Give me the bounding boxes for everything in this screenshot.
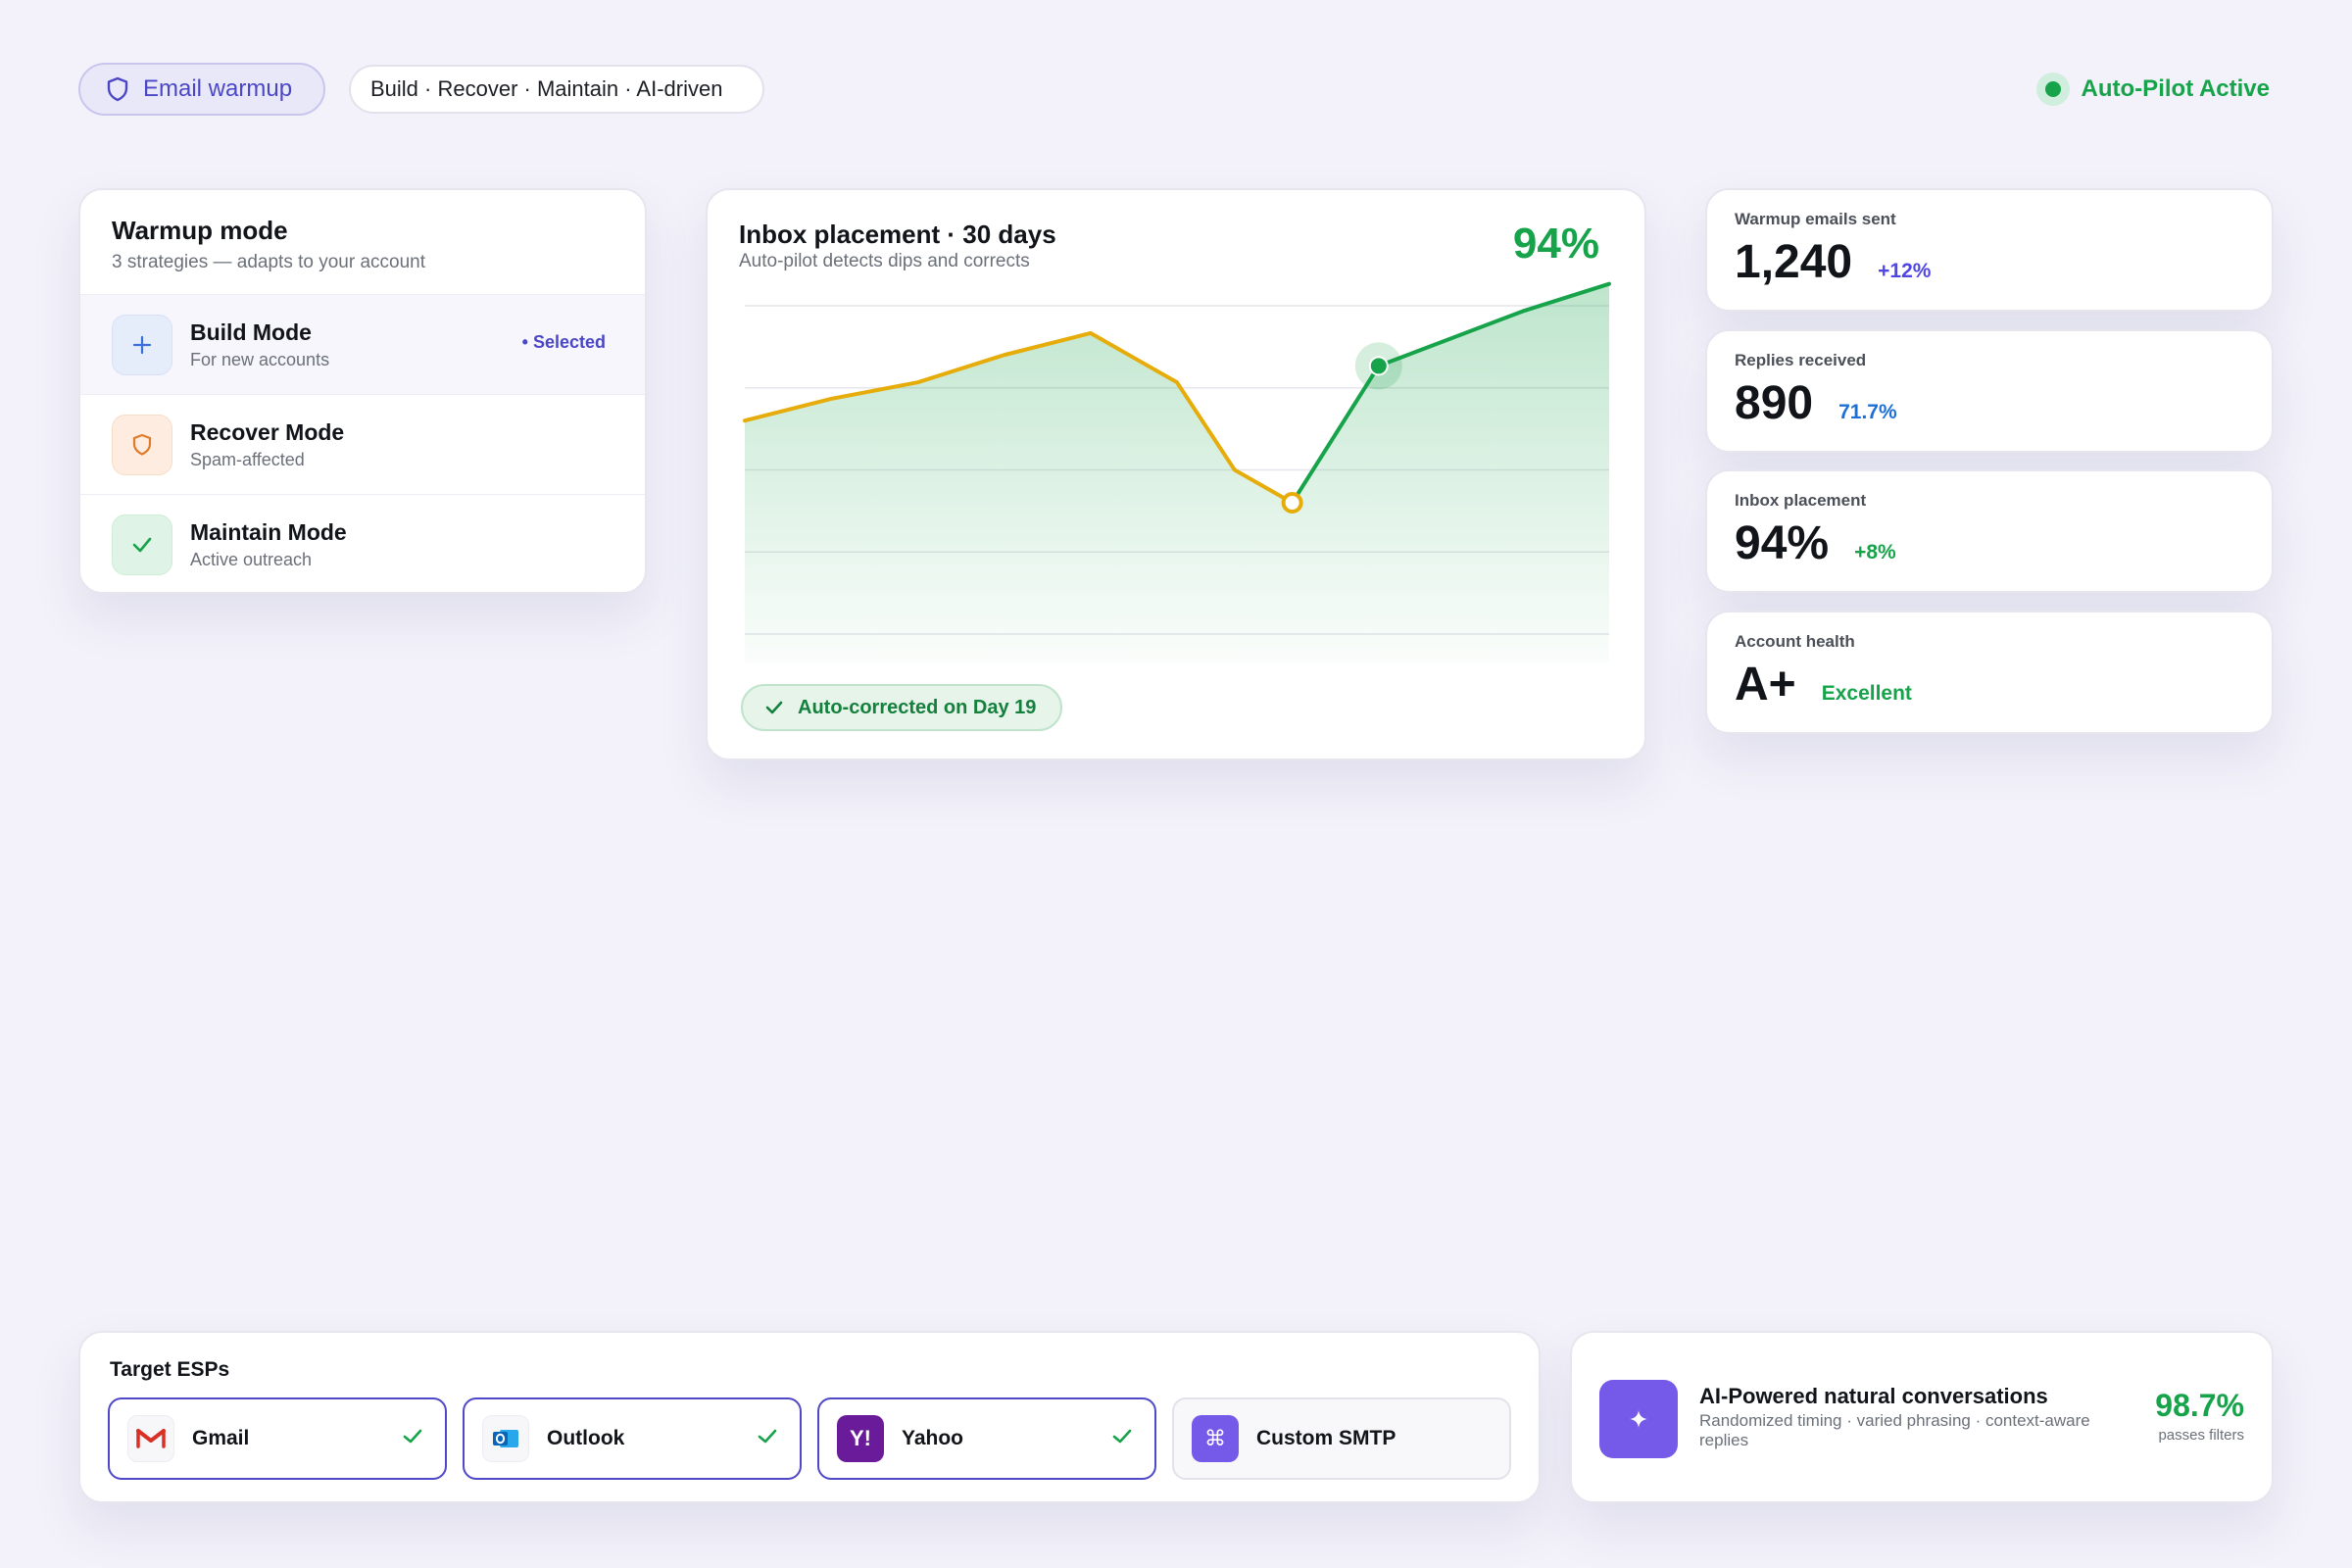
autopilot-status: Auto-Pilot Active	[2035, 73, 2270, 106]
chart-series-line-2	[1290, 281, 1611, 505]
gmail-icon	[127, 1415, 174, 1462]
warmup-mode-card: Warmup mode 3 strategies — adapts to you…	[78, 188, 647, 594]
autopilot-label: Auto-Pilot Active	[2081, 75, 2270, 102]
target-esps-card: Target ESPs Gmail Outlook Y! Yahoo ⌘ Cus…	[78, 1331, 1541, 1503]
status-dot-icon	[2035, 73, 2070, 106]
chart-marker-point	[1281, 492, 1303, 514]
chart-marker-point	[1368, 356, 1389, 376]
selected-badge: • Selected	[521, 332, 606, 352]
check-icon	[112, 514, 172, 575]
esp-option-custom-smtp[interactable]: ⌘ Custom SMTP	[1172, 1397, 1511, 1480]
email-warmup-badge[interactable]: Email warmup	[78, 63, 325, 116]
target-esps-title: Target ESPs	[110, 1358, 230, 1381]
mode-desc: Spam-affected	[190, 449, 305, 469]
stat-value: 890	[1735, 377, 1814, 429]
stat-delta: +12%	[1878, 260, 1932, 282]
stat-label: Account health	[1735, 632, 1855, 651]
mode-option-build[interactable]: Build Mode For new accounts • Selected	[80, 294, 645, 394]
esp-option-yahoo[interactable]: Y! Yahoo	[817, 1397, 1156, 1480]
inbox-placement-chart	[743, 281, 1611, 663]
stat-delta: 71.7%	[1838, 401, 1897, 423]
warmup-mode-subtitle: 3 strategies — adapts to your account	[112, 252, 426, 272]
ai-pass-rate-label: passes filters	[2158, 1427, 2244, 1444]
esp-option-outlook[interactable]: Outlook	[463, 1397, 802, 1480]
esp-name: Yahoo	[902, 1427, 964, 1449]
mode-option-recover[interactable]: Recover Mode Spam-affected	[80, 394, 645, 494]
stat-card-account-health: Account health A+ Excellent	[1705, 611, 2274, 734]
stat-card-replies: Replies received 890 71.7%	[1705, 329, 2274, 453]
check-icon	[758, 1429, 777, 1444]
warmup-mode-title: Warmup mode	[112, 216, 288, 245]
auto-corrected-label: Auto-corrected on Day 19	[798, 696, 1037, 718]
command-icon: ⌘	[1192, 1415, 1239, 1462]
mode-tags: Build · Recover · Maintain · AI-driven	[349, 65, 764, 114]
mode-name: Recover Mode	[190, 418, 345, 445]
outlook-icon	[482, 1415, 529, 1462]
mode-desc: Active outreach	[190, 549, 313, 569]
stat-delta: Excellent	[1821, 682, 1912, 705]
check-icon	[765, 701, 783, 714]
mode-name: Build Mode	[190, 318, 312, 345]
ai-pass-rate: 98.7%	[2155, 1388, 2244, 1423]
stat-label: Inbox placement	[1735, 491, 1867, 510]
chart-area	[745, 283, 1609, 663]
ai-subtitle: Randomized timing · varied phrasing · co…	[1699, 1411, 2090, 1449]
stat-label: Warmup emails sent	[1735, 210, 1896, 228]
check-icon	[1112, 1429, 1132, 1444]
shield-icon	[112, 414, 172, 475]
yahoo-logo-text: Y!	[850, 1426, 871, 1450]
sparkle-icon	[1599, 1380, 1678, 1458]
stat-card-emails-sent: Warmup emails sent 1,240 +12%	[1705, 188, 2274, 312]
shield-icon	[107, 76, 128, 102]
plus-icon	[112, 314, 172, 375]
smtp-logo-glyph: ⌘	[1204, 1426, 1226, 1450]
check-icon	[403, 1429, 422, 1444]
stat-card-inbox-placement: Inbox placement 94% +8%	[1705, 469, 2274, 593]
auto-corrected-badge: Auto-corrected on Day 19	[741, 684, 1062, 731]
chart-title: Inbox placement · 30 days	[739, 220, 1056, 249]
chart-subtitle: Auto-pilot detects dips and corrects	[739, 251, 1030, 271]
stat-value: A+	[1735, 659, 1796, 710]
esp-name: Outlook	[547, 1427, 625, 1449]
stat-delta: +8%	[1854, 541, 1896, 564]
mode-tags-text: Build · Recover · Maintain · AI-driven	[370, 76, 723, 101]
yahoo-icon: Y!	[837, 1415, 884, 1462]
chart-series-line-1	[743, 330, 1295, 505]
mode-name: Maintain Mode	[190, 518, 347, 545]
stat-value: 94%	[1735, 517, 1830, 569]
ai-conversations-card: AI-Powered natural conversations Randomi…	[1570, 1331, 2274, 1503]
ai-title: AI-Powered natural conversations	[1699, 1384, 2048, 1408]
email-warmup-label: Email warmup	[143, 75, 293, 102]
esp-name: Gmail	[192, 1427, 250, 1449]
stat-value: 1,240	[1735, 236, 1853, 288]
esp-name: Custom SMTP	[1256, 1427, 1396, 1449]
stat-label: Replies received	[1735, 351, 1867, 369]
esp-option-gmail[interactable]: Gmail	[108, 1397, 447, 1480]
chart-headline-value: 94%	[1512, 220, 1599, 268]
mode-desc: For new accounts	[190, 349, 330, 369]
inbox-placement-chart-card: Inbox placement · 30 days Auto-pilot det…	[706, 188, 1646, 760]
mode-option-maintain[interactable]: Maintain Mode Active outreach	[80, 494, 645, 592]
